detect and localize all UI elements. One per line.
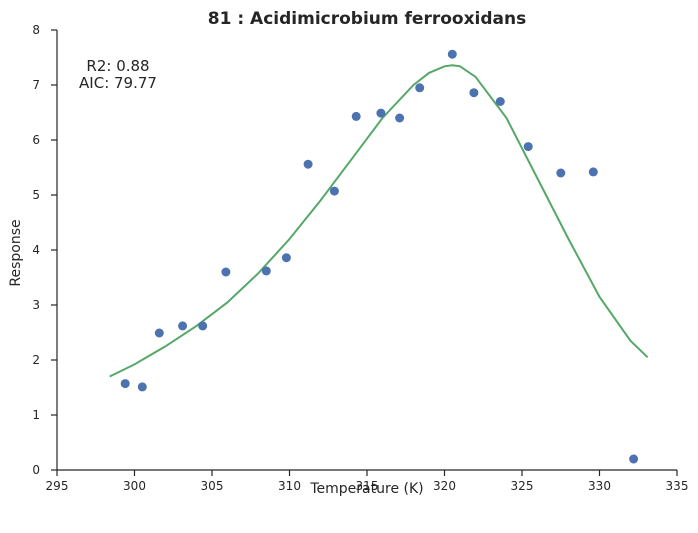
data-point bbox=[178, 321, 188, 331]
data-point bbox=[495, 97, 505, 106]
x-tick-label: 310 bbox=[278, 479, 301, 493]
data-point bbox=[395, 113, 405, 123]
x-tick-label: 300 bbox=[123, 479, 146, 493]
fit-curve-layer bbox=[109, 64, 649, 378]
data-point bbox=[629, 454, 639, 464]
aic-annotation: AIC: 79.77 bbox=[79, 74, 157, 92]
y-tick-label: 8 bbox=[32, 23, 40, 37]
data-point bbox=[376, 108, 386, 118]
data-point bbox=[120, 379, 130, 389]
data-point bbox=[469, 88, 479, 98]
fit-curve bbox=[109, 64, 649, 378]
data-point bbox=[523, 142, 533, 152]
data-point bbox=[447, 49, 457, 59]
data-point bbox=[198, 321, 208, 331]
y-tick-label: 5 bbox=[32, 188, 40, 202]
y-tick-label: 7 bbox=[32, 78, 40, 92]
x-tick-label: 335 bbox=[666, 479, 689, 493]
chart-title: 81 : Acidimicrobium ferrooxidans bbox=[208, 9, 526, 29]
data-point bbox=[281, 253, 291, 263]
y-axis-title: Response bbox=[8, 219, 24, 286]
data-point bbox=[303, 159, 313, 169]
y-tick-label: 2 bbox=[32, 353, 40, 367]
data-point bbox=[154, 328, 164, 338]
x-tick-label: 305 bbox=[201, 479, 224, 493]
data-point bbox=[415, 83, 425, 93]
data-point bbox=[137, 382, 147, 392]
data-point bbox=[261, 266, 271, 276]
y-tick-label: 4 bbox=[32, 243, 40, 257]
data-point bbox=[351, 111, 361, 121]
y-tick-label: 3 bbox=[32, 298, 40, 312]
y-tick-label: 0 bbox=[32, 463, 40, 477]
y-tick-label: 1 bbox=[32, 408, 40, 422]
data-points-layer bbox=[120, 49, 639, 464]
x-tick-label: 320 bbox=[433, 479, 456, 493]
x-tick-label: 325 bbox=[511, 479, 534, 493]
x-ticks: 295 300 305 310 315 320 325 330 335 bbox=[46, 470, 689, 493]
y-tick-label: 6 bbox=[32, 133, 40, 147]
x-axis-title: Temperature (K) bbox=[309, 481, 423, 497]
x-tick-label: 295 bbox=[46, 479, 69, 493]
r2-annotation: R2: 0.88 bbox=[86, 57, 149, 75]
y-ticks: 0 1 2 3 4 5 6 7 8 bbox=[32, 23, 57, 477]
data-point bbox=[556, 168, 566, 178]
data-point bbox=[221, 267, 231, 277]
data-point bbox=[329, 186, 339, 196]
x-tick-label: 330 bbox=[588, 479, 611, 493]
data-point bbox=[588, 167, 598, 177]
x-tick-label: 315 bbox=[356, 479, 379, 493]
